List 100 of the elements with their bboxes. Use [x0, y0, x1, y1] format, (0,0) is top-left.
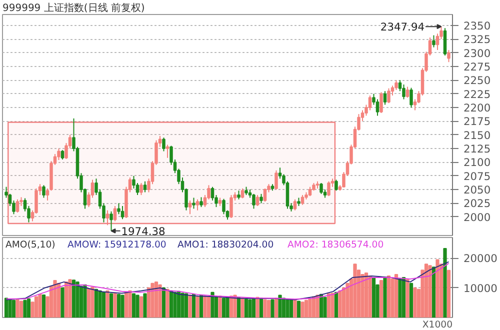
bar — [398, 278, 402, 318]
candlestick — [60, 150, 64, 160]
text: AMO2: 18306574.00 — [288, 240, 384, 250]
bar — [286, 299, 290, 318]
candlestick — [380, 92, 383, 114]
bar — [240, 298, 244, 318]
y-tick-label: 2000 — [464, 210, 491, 224]
bar — [424, 264, 428, 318]
bar — [53, 280, 57, 318]
bar — [409, 282, 414, 318]
candlestick — [210, 186, 214, 201]
bar — [12, 300, 16, 318]
candlestick — [410, 87, 413, 108]
y-tick-label: 2300 — [464, 46, 491, 60]
bar — [4, 298, 8, 318]
bar — [390, 278, 394, 318]
y-tick-label: 2275 — [464, 60, 491, 74]
bar — [109, 293, 114, 318]
candlestick — [256, 194, 260, 206]
y-tick-label: 2050 — [464, 184, 491, 197]
candlestick — [162, 137, 166, 152]
bar — [139, 296, 144, 318]
bar — [236, 296, 241, 318]
bar — [16, 299, 20, 318]
y-tick-label: 2125 — [464, 142, 491, 156]
candlestick — [320, 182, 323, 194]
bar — [353, 264, 357, 318]
bar — [102, 292, 106, 318]
bar — [326, 293, 331, 318]
bar — [79, 286, 84, 318]
bar — [203, 296, 207, 318]
bar — [274, 298, 278, 318]
bar — [76, 281, 80, 318]
bar — [128, 290, 132, 318]
candlestick — [432, 34, 436, 48]
bar — [192, 294, 196, 318]
bar — [413, 287, 417, 318]
bar — [259, 298, 264, 318]
chart-title: 999999 上证指数(日线 前复权) — [2, 2, 145, 14]
bar — [214, 296, 218, 318]
candlestick — [196, 198, 200, 211]
bar — [379, 280, 384, 318]
y-tick-label: 2025 — [464, 197, 491, 210]
text: AMO1: 18830204.00 — [178, 240, 274, 250]
candlestick — [188, 200, 192, 215]
bar — [19, 300, 24, 318]
candlestick — [293, 198, 297, 211]
bar — [132, 293, 136, 318]
bar — [184, 293, 188, 318]
y-tick-label: 20000 — [464, 252, 498, 266]
bar — [162, 287, 166, 318]
bar — [113, 292, 117, 318]
bar — [26, 298, 31, 318]
bar — [383, 277, 387, 318]
y-tick-label: 2225 — [464, 88, 491, 101]
candlestick — [240, 188, 244, 199]
bar — [166, 288, 170, 318]
bar — [83, 284, 87, 318]
annotation: 1974.38 — [121, 224, 166, 238]
chart-title: AMO(5,10) — [6, 240, 56, 250]
candlestick — [117, 202, 120, 215]
candlestick — [120, 205, 124, 220]
candlestick — [263, 188, 267, 202]
candlestick — [334, 179, 338, 192]
bar — [233, 294, 237, 318]
bar — [406, 278, 410, 318]
bar — [308, 298, 312, 318]
candlestick — [16, 198, 20, 214]
y-tick-label: 2250 — [464, 74, 491, 88]
bar — [169, 290, 174, 318]
bar — [386, 276, 391, 318]
bar — [342, 287, 346, 318]
bar — [266, 300, 271, 318]
candlestick — [308, 186, 312, 197]
bar — [256, 296, 260, 318]
bar — [446, 270, 451, 318]
candlestick — [406, 86, 410, 98]
bar — [8, 298, 12, 318]
bar — [289, 298, 294, 318]
bar — [252, 298, 256, 318]
candlestick — [383, 90, 387, 106]
candlestick — [143, 180, 147, 193]
bar — [218, 296, 222, 318]
bar — [263, 299, 267, 318]
bar — [120, 294, 124, 318]
annotation: 2347.94 — [380, 20, 425, 34]
bar — [278, 294, 282, 318]
candlestick — [447, 50, 450, 63]
bar — [90, 286, 94, 318]
bar — [86, 288, 91, 318]
candlestick — [300, 194, 304, 206]
y-tick-label: 2175 — [464, 115, 491, 128]
bar — [282, 298, 286, 318]
candlestick — [260, 193, 263, 204]
bar — [116, 294, 121, 318]
bar — [143, 293, 147, 318]
bar — [106, 290, 110, 318]
y-tick-label: 2100 — [464, 156, 491, 170]
y-tick-label: 10000 — [464, 282, 498, 295]
bar — [432, 266, 436, 318]
